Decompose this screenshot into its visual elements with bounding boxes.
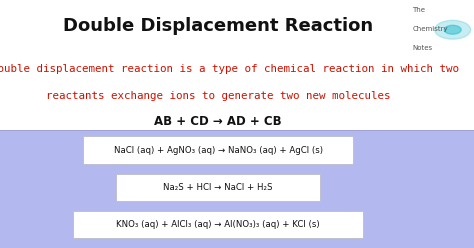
Text: NaCl (aq) + AgNO₃ (aq) → NaNO₃ (aq) + AgCl (s): NaCl (aq) + AgNO₃ (aq) → NaNO₃ (aq) + Ag…	[114, 146, 322, 155]
Text: AB + CD → AD + CB: AB + CD → AD + CB	[154, 115, 282, 128]
FancyBboxPatch shape	[83, 136, 353, 164]
Text: Double Displacement Reaction: Double Displacement Reaction	[63, 17, 373, 35]
Circle shape	[444, 25, 461, 34]
FancyBboxPatch shape	[73, 211, 363, 238]
Text: Chemistry: Chemistry	[412, 26, 448, 32]
Circle shape	[435, 20, 471, 39]
Text: The: The	[412, 7, 425, 13]
Text: A double displacement reaction is a type of chemical reaction in which two: A double displacement reaction is a type…	[0, 64, 458, 74]
Bar	[0, 130, 474, 248]
Text: KNO₃ (aq) + AlCl₃ (aq) → Al(NO₃)₃ (aq) + KCl (s): KNO₃ (aq) + AlCl₃ (aq) → Al(NO₃)₃ (aq) +…	[116, 220, 320, 229]
FancyBboxPatch shape	[116, 174, 320, 201]
Text: Na₂S + HCl → NaCl + H₂S: Na₂S + HCl → NaCl + H₂S	[163, 183, 273, 192]
Text: Notes: Notes	[412, 45, 432, 51]
Text: reactants exchange ions to generate two new molecules: reactants exchange ions to generate two …	[46, 91, 390, 100]
